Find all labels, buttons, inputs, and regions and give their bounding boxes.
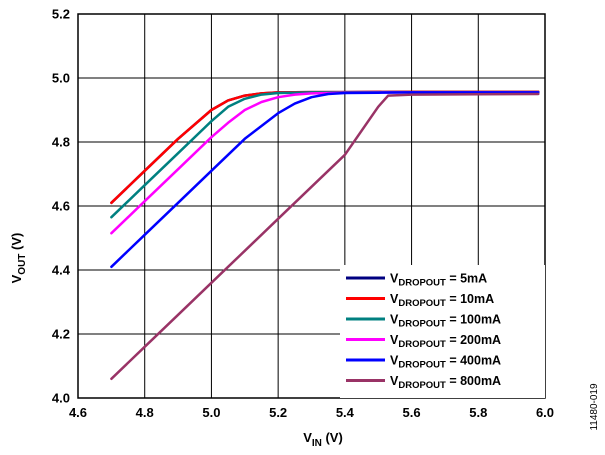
y-axis-title: VOUT (V) — [9, 233, 28, 284]
legend: VDROPOUT = 5mA VDROPOUT = 10mA VDROPOUT = … — [340, 265, 545, 398]
y-tick-label: 5.0 — [52, 71, 70, 86]
legend-label: VDROPOUT = 100mA — [390, 313, 501, 330]
y-tick-label: 4.6 — [52, 199, 70, 214]
series-line — [110, 90, 540, 219]
x-tick-label: 4.6 — [69, 405, 87, 420]
legend-label: VDROPOUT = 800mA — [390, 374, 501, 391]
legend-label: VDROPOUT = 5mA — [390, 272, 487, 289]
x-tick-labels: 4.6 4.8 5.0 5.2 5.4 5.6 5.8 6.0 — [69, 405, 554, 420]
x-axis-title: VIN (V) — [303, 430, 343, 449]
x-tick-label: 5.4 — [336, 405, 355, 420]
x-tick-label: 5.2 — [269, 405, 287, 420]
series-line — [110, 91, 540, 269]
x-tick-label: 5.8 — [469, 405, 487, 420]
x-tick-label: 4.8 — [136, 405, 154, 420]
x-tick-label: 5.6 — [403, 405, 421, 420]
plot-frame — [77, 13, 546, 399]
y-tick-label: 4.8 — [52, 135, 70, 150]
series-line — [110, 90, 540, 205]
legend-label: VDROPOUT = 400mA — [390, 354, 501, 371]
y-tick-label: 4.4 — [52, 263, 71, 278]
legend-label: VDROPOUT = 200mA — [390, 333, 501, 350]
x-tick-label: 5.0 — [202, 405, 220, 420]
y-tick-label: 4.0 — [52, 391, 70, 406]
series-line — [110, 90, 540, 205]
y-tick-label: 4.2 — [52, 327, 70, 342]
legend-box — [340, 265, 545, 398]
x-tick-label: 6.0 — [536, 405, 554, 420]
series-line — [110, 91, 540, 235]
y-tick-label: 5.2 — [52, 7, 70, 22]
series-line — [110, 92, 540, 381]
figure-id: 11480-019 — [589, 383, 600, 431]
legend-label: VDROPOUT = 10mA — [390, 292, 494, 309]
grid-lines — [77, 13, 546, 399]
series-lines — [110, 90, 540, 381]
y-tick-labels: 4.0 4.2 4.4 4.6 4.8 5.0 5.2 — [52, 7, 71, 406]
